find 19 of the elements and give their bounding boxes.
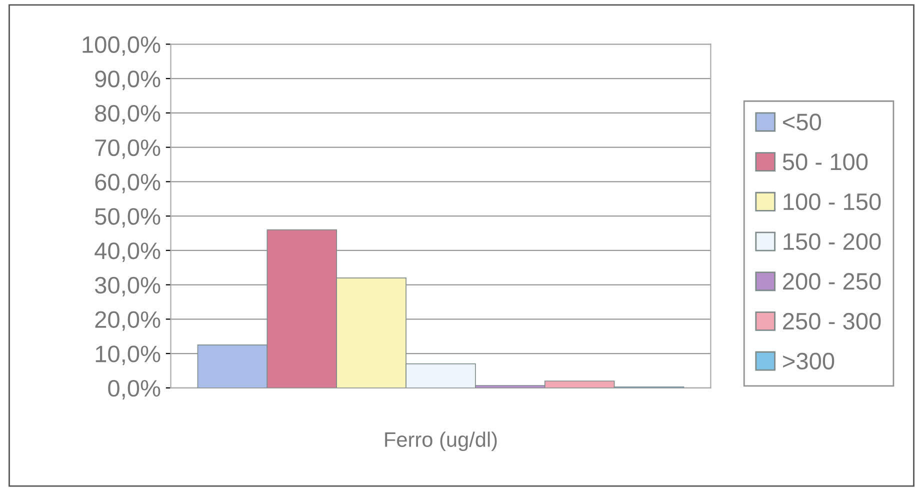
legend-label: 200 - 250 bbox=[783, 273, 881, 290]
legend-label: 150 - 200 bbox=[784, 233, 881, 250]
y-tick-label: 60,0% bbox=[95, 174, 160, 194]
y-tick-label: 80,0% bbox=[95, 105, 160, 125]
y-tick-label: 40,0% bbox=[94, 242, 160, 262]
y-tick-label: 20,0% bbox=[95, 311, 160, 331]
legend-label: 50 - 100 bbox=[782, 154, 868, 170]
x-axis-title: Ferro (ug/dl) bbox=[385, 432, 497, 452]
y-tick-label: 10,0% bbox=[96, 346, 160, 366]
y-tick-label: 90,0% bbox=[95, 70, 160, 90]
legend-label: 250 - 300 bbox=[783, 312, 881, 330]
y-tick-label: 0,0% bbox=[108, 380, 160, 400]
y-tick-label: 70,0% bbox=[95, 139, 160, 159]
y-tick-label: 50,0% bbox=[95, 208, 160, 228]
y-tick-label: 100,0% bbox=[82, 36, 160, 56]
legend-label: <50 bbox=[783, 114, 822, 130]
legend-label: 100 - 150 bbox=[784, 193, 881, 210]
legend-label: >300 bbox=[783, 352, 834, 370]
y-tick-label: 30,0% bbox=[94, 276, 160, 296]
